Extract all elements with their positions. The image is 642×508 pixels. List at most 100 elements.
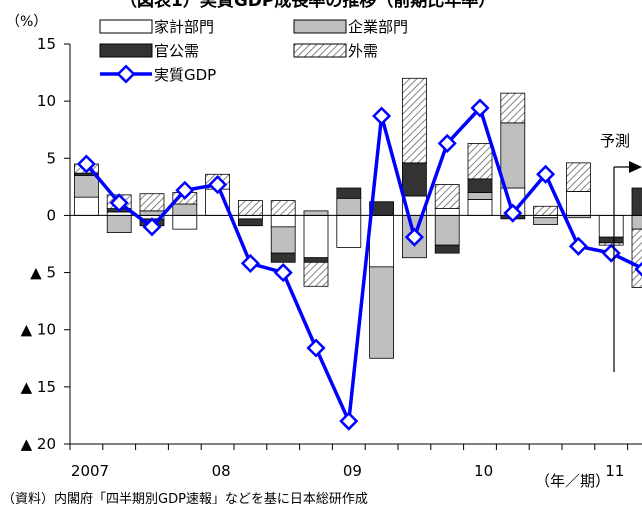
legend-swatch-government bbox=[99, 43, 153, 58]
bar-corporate bbox=[434, 215, 460, 246]
gdp-point bbox=[76, 154, 96, 174]
bar-corporate bbox=[533, 217, 558, 225]
legend-marker-gdp bbox=[116, 64, 136, 84]
bar-household bbox=[598, 215, 624, 238]
gdp-point bbox=[240, 253, 260, 273]
gdp-point bbox=[634, 259, 642, 279]
bar-external bbox=[270, 200, 296, 216]
gdp-point bbox=[437, 133, 457, 153]
bar-corporate bbox=[106, 215, 132, 233]
y-tick-label: 15 bbox=[37, 35, 56, 53]
x-year-label: 10 bbox=[474, 462, 493, 480]
bar-corporate bbox=[139, 210, 165, 216]
gdp-point bbox=[372, 106, 392, 126]
gdp-point bbox=[175, 180, 195, 200]
y-tick-label: ▲ 20 bbox=[21, 435, 56, 453]
y-tick-label: ▲ 10 bbox=[21, 321, 56, 339]
forecast-marker: 予測 bbox=[600, 132, 642, 372]
gdp-point bbox=[503, 203, 523, 223]
gdp-point bbox=[306, 338, 326, 358]
bar-external bbox=[434, 184, 460, 209]
bar-household bbox=[336, 215, 362, 248]
bar-corporate bbox=[336, 197, 362, 216]
x-axis-label: （年／期） bbox=[535, 472, 610, 490]
y-tick-label: 0 bbox=[46, 206, 56, 224]
bar-household bbox=[237, 215, 263, 220]
bar-corporate bbox=[303, 210, 329, 216]
bar-government bbox=[237, 218, 263, 227]
bar-external bbox=[566, 162, 591, 192]
gdp-point bbox=[601, 243, 621, 263]
gdp-line bbox=[85, 106, 642, 423]
gdp-point bbox=[208, 175, 228, 195]
bar-external bbox=[631, 228, 642, 288]
gdp-point bbox=[404, 227, 424, 247]
y-tick-label: 5 bbox=[46, 149, 56, 167]
gdp-point bbox=[568, 236, 588, 256]
y-tick-label: ▲ 5 bbox=[30, 264, 56, 282]
bar-household bbox=[270, 215, 296, 228]
legend-label-household: 家計部門 bbox=[154, 18, 214, 36]
bar-household bbox=[106, 211, 132, 216]
legend-label-corporate: 企業部門 bbox=[348, 18, 408, 36]
bar-corporate bbox=[631, 215, 642, 230]
y-tick-label: ▲ 15 bbox=[21, 378, 56, 396]
bar-government bbox=[401, 162, 427, 197]
bar-external bbox=[533, 205, 558, 216]
bar-government bbox=[434, 244, 460, 254]
legend-swatch-household bbox=[99, 19, 153, 34]
gdp-point bbox=[339, 411, 359, 431]
legend-label-gdp: 実質GDP bbox=[154, 66, 216, 84]
legend-label-government: 官公需 bbox=[154, 42, 199, 60]
bar-household bbox=[434, 208, 460, 216]
forecast-arrow-head bbox=[629, 161, 642, 173]
bar-corporate bbox=[369, 266, 395, 359]
forecast-label: 予測 bbox=[600, 132, 630, 150]
bar-corporate bbox=[172, 203, 198, 216]
y-axis-unit: （%） bbox=[6, 14, 47, 30]
axes-layer: 15 10 5 0 ▲ 5 ▲ 10 ▲ 15 ▲ 20 2007 08 09 10 11 bbox=[21, 35, 642, 480]
bar-corporate bbox=[467, 192, 493, 200]
gdp-line-layer bbox=[76, 98, 642, 431]
bar-household bbox=[74, 196, 99, 216]
bar-external bbox=[237, 200, 263, 216]
bar-corporate bbox=[270, 226, 296, 254]
bar-government bbox=[631, 187, 642, 216]
bar-external bbox=[401, 77, 427, 164]
gdp-point bbox=[273, 263, 293, 283]
x-year-label: 08 bbox=[212, 462, 231, 480]
bar-household bbox=[172, 215, 198, 230]
legend: 家計部門 企業部門 官公需 外需 実質GDP bbox=[99, 18, 408, 84]
bars-layer bbox=[74, 77, 642, 359]
bar-government bbox=[303, 257, 329, 263]
legend-label-external: 外需 bbox=[348, 42, 378, 60]
bar-external bbox=[467, 143, 493, 180]
gdp-point bbox=[109, 193, 129, 213]
bar-government bbox=[598, 236, 624, 244]
gdp-point bbox=[142, 217, 162, 237]
bar-government bbox=[336, 187, 362, 199]
bar-corporate bbox=[500, 122, 526, 189]
x-year-label: 11 bbox=[605, 462, 624, 480]
bar-government bbox=[270, 252, 296, 263]
x-year-label: 2007 bbox=[71, 462, 109, 480]
bar-corporate bbox=[74, 175, 99, 198]
y-tick-label: 10 bbox=[37, 92, 56, 110]
bar-external bbox=[500, 92, 526, 124]
legend-swatch-corporate bbox=[293, 19, 347, 34]
x-year-label: 09 bbox=[343, 462, 362, 480]
source-note: （資料）内閣府「四半期別GDP速報」などを基に日本総研作成 bbox=[2, 491, 368, 504]
chart-title: （図表1）実質GDP成長率の推移（前期比年率） bbox=[120, 0, 495, 11]
legend-swatch-external bbox=[293, 43, 347, 58]
bar-household bbox=[303, 215, 329, 259]
gdp-point bbox=[536, 164, 556, 184]
bar-external bbox=[139, 193, 165, 212]
gdp-point bbox=[470, 98, 490, 118]
bar-household bbox=[369, 215, 395, 268]
bar-household bbox=[566, 191, 591, 216]
bar-government bbox=[467, 178, 493, 193]
bar-household bbox=[467, 199, 493, 216]
bar-external bbox=[303, 261, 329, 287]
